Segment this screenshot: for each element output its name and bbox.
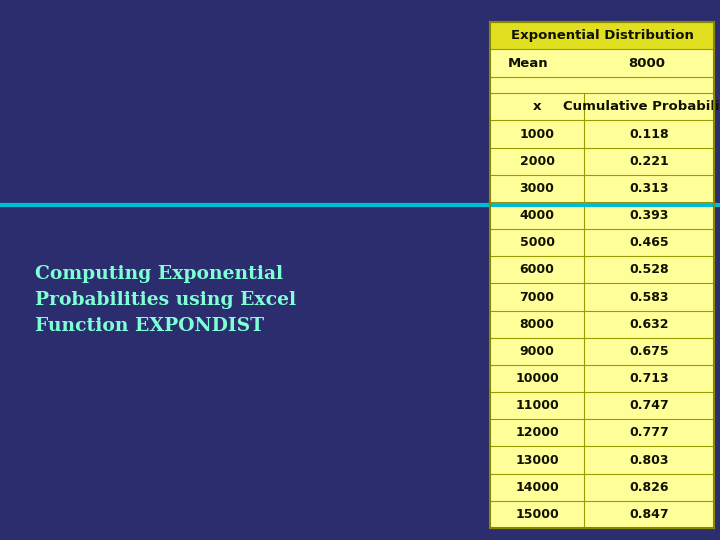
Text: 0.528: 0.528 [629, 264, 669, 276]
Text: 14000: 14000 [516, 481, 559, 494]
Text: 0.221: 0.221 [629, 155, 669, 168]
Text: 6000: 6000 [520, 264, 554, 276]
Text: 2000: 2000 [520, 155, 554, 168]
FancyBboxPatch shape [490, 474, 714, 501]
FancyBboxPatch shape [490, 447, 714, 474]
FancyBboxPatch shape [490, 22, 714, 528]
Text: 7000: 7000 [520, 291, 554, 303]
FancyBboxPatch shape [490, 310, 714, 338]
Text: Mean: Mean [508, 57, 549, 70]
Text: 0.826: 0.826 [629, 481, 669, 494]
FancyBboxPatch shape [490, 365, 714, 392]
Text: 15000: 15000 [516, 508, 559, 521]
FancyBboxPatch shape [490, 202, 714, 229]
Text: 0.313: 0.313 [629, 182, 669, 195]
FancyBboxPatch shape [490, 420, 714, 447]
Text: 9000: 9000 [520, 345, 554, 358]
Text: 13000: 13000 [516, 454, 559, 467]
Text: 10000: 10000 [516, 372, 559, 385]
FancyBboxPatch shape [490, 120, 714, 147]
Text: 0.847: 0.847 [629, 508, 669, 521]
Text: 1000: 1000 [520, 127, 554, 140]
Text: 0.675: 0.675 [629, 345, 669, 358]
FancyBboxPatch shape [490, 22, 714, 49]
Text: 8000: 8000 [520, 318, 554, 330]
Text: 0.465: 0.465 [629, 236, 669, 249]
Text: 12000: 12000 [516, 427, 559, 440]
FancyBboxPatch shape [490, 392, 714, 420]
Text: 0.713: 0.713 [629, 372, 669, 385]
FancyBboxPatch shape [490, 256, 714, 284]
Text: 0.803: 0.803 [629, 454, 669, 467]
Text: 0.118: 0.118 [629, 127, 669, 140]
Text: 5000: 5000 [520, 236, 554, 249]
Text: Computing Exponential
Probabilities using Excel
Function EXPONDIST: Computing Exponential Probabilities usin… [35, 265, 296, 335]
Text: Cumulative Probability: Cumulative Probability [563, 100, 720, 113]
Text: 0.777: 0.777 [629, 427, 669, 440]
Text: Exponential Distribution: Exponential Distribution [510, 29, 693, 42]
Text: 0.393: 0.393 [629, 209, 669, 222]
Text: 3000: 3000 [520, 182, 554, 195]
FancyBboxPatch shape [490, 229, 714, 256]
Text: x: x [533, 100, 541, 113]
FancyBboxPatch shape [490, 338, 714, 365]
FancyBboxPatch shape [490, 175, 714, 202]
Text: 0.583: 0.583 [629, 291, 669, 303]
FancyBboxPatch shape [490, 284, 714, 310]
Text: 11000: 11000 [516, 399, 559, 412]
Text: 8000: 8000 [629, 57, 665, 70]
FancyBboxPatch shape [490, 93, 714, 120]
Text: 0.747: 0.747 [629, 399, 669, 412]
FancyBboxPatch shape [490, 147, 714, 175]
FancyBboxPatch shape [490, 501, 714, 528]
Text: 4000: 4000 [520, 209, 554, 222]
FancyBboxPatch shape [490, 49, 714, 77]
Text: 0.632: 0.632 [629, 318, 669, 330]
FancyBboxPatch shape [490, 77, 714, 93]
